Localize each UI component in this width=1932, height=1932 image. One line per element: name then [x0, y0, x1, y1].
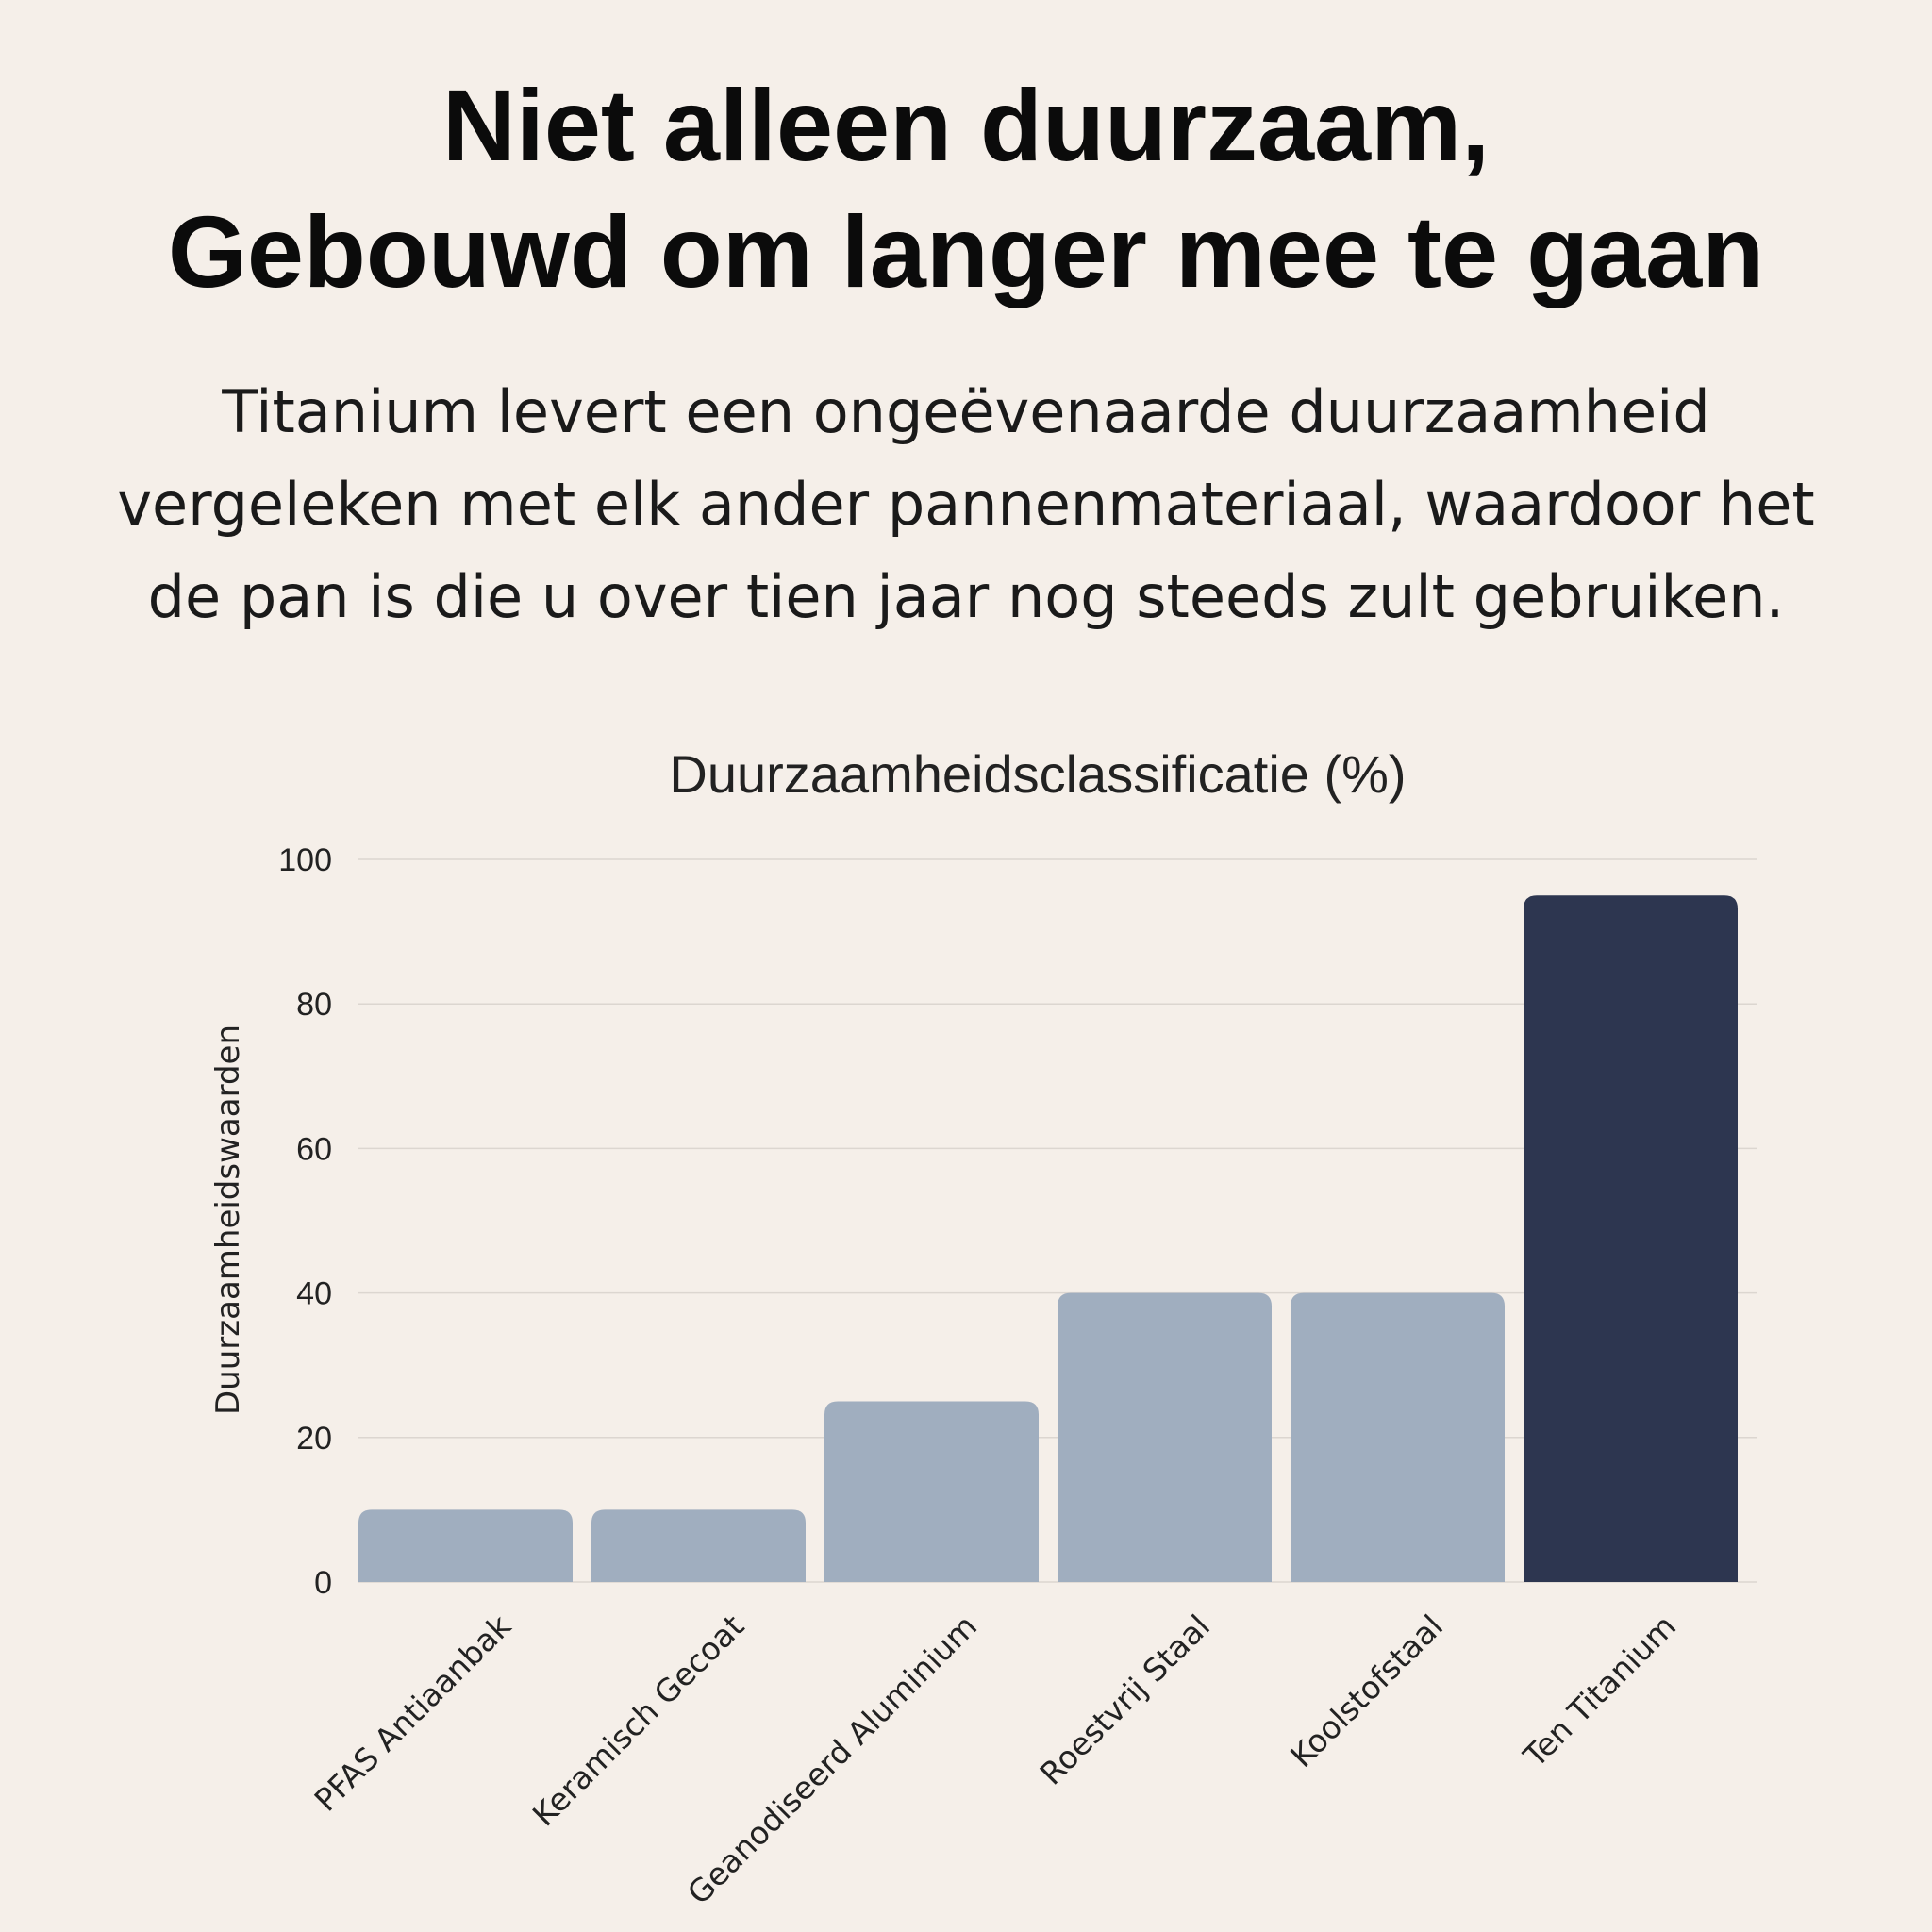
x-tick-label: Roestvrij Staal: [1033, 1607, 1218, 1792]
y-tick-label: 40: [296, 1276, 332, 1312]
y-tick-label: 80: [296, 987, 332, 1023]
subtitle-line-2: vergeleken met elk ander pannenmateriaal…: [117, 470, 1815, 539]
headline-line-1: Niet alleen duurzaam,: [441, 68, 1491, 182]
bar-3: [824, 1401, 1039, 1582]
y-axis-ticks: 0 20 40 60 80 100: [278, 842, 332, 1601]
headline-line-2: Gebouwd om langer mee te gaan: [167, 194, 1765, 308]
subtitle: Titanium levert een ongeëvenaarde duurza…: [0, 366, 1932, 643]
headline: Niet alleen duurzaam, Gebouwd om langer …: [0, 62, 1932, 315]
durability-bar-chart: Duurzaamheidsclassificatie (%) Duurzaamh…: [209, 744, 1757, 1911]
x-axis-labels: PFAS Antiaanbak Keramisch GecoatGeanodise…: [308, 1607, 1684, 1911]
bar-2: [591, 1509, 806, 1582]
y-tick-label: 60: [296, 1131, 332, 1167]
bar-4: [1058, 1292, 1272, 1582]
bar-5: [1291, 1292, 1505, 1582]
y-tick-label: 100: [278, 842, 332, 878]
bar-6: [1524, 895, 1738, 1582]
subtitle-line-3: de pan is die u over tien jaar nog steed…: [147, 562, 1785, 631]
y-axis-label: Duurzaamheidswaarden: [209, 1024, 247, 1415]
x-tick-label: Koolstofstaal: [1283, 1607, 1450, 1774]
y-tick-label: 20: [296, 1421, 332, 1457]
bars: [358, 895, 1738, 1582]
bar-1: [358, 1509, 573, 1582]
x-tick-label: Keramisch Gecoat: [525, 1607, 751, 1833]
subtitle-line-1: Titanium levert een ongeëvenaarde duurza…: [222, 377, 1710, 446]
x-tick-label: Ten Titanium: [1516, 1607, 1683, 1774]
chart-title: Duurzaamheidsclassificatie (%): [669, 744, 1406, 804]
x-tick-label: PFAS Antiaanbak: [308, 1607, 519, 1818]
y-tick-label: 0: [314, 1565, 332, 1601]
